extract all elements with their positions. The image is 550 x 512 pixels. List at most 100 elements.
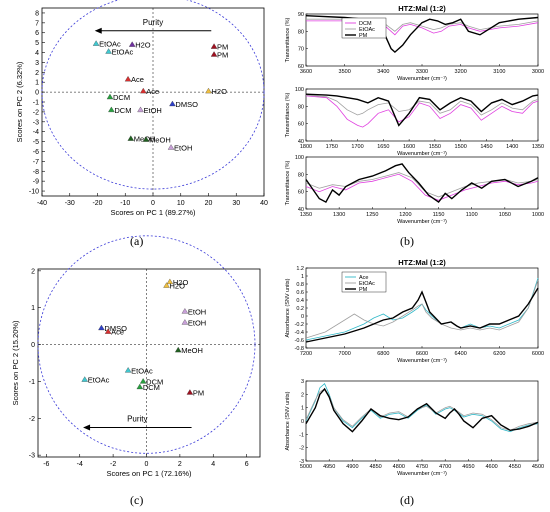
chart-a-point-marker: [169, 100, 176, 107]
chart-d-x-tick-label: 7000: [339, 351, 351, 357]
chart-b-x-axis-label: Wavenumber (cm⁻¹): [397, 151, 447, 157]
chart-b-x-tick-label: 1750: [326, 144, 338, 150]
chart-b-x-tick-label: 1250: [366, 212, 378, 218]
chart-c-point-label: EtOH: [188, 307, 206, 316]
chart-a-x-tick-label: -10: [120, 200, 130, 207]
chart-b-y-tick-label: 70: [298, 47, 304, 53]
chart-d-y-tick-label: 1: [301, 274, 304, 280]
chart-a-point-label: EtOH: [144, 106, 162, 115]
chart-b-x-tick-label: 1550: [429, 144, 441, 150]
chart-c-point-label: MeOH: [181, 346, 203, 355]
chart-d-x-tick-label: 4600: [485, 464, 497, 470]
chart-c-x-tick-label: -4: [77, 461, 83, 468]
chart-d-y-tick-label: -1: [299, 432, 304, 438]
chart-c-plot-frame: [37, 268, 261, 458]
chart-d-y-tick-label: 3: [301, 379, 304, 385]
chart-c-point-label: EtOAc: [88, 376, 110, 385]
chart-b-x-tick-label: 1600: [403, 144, 415, 150]
chart-c-purity-label: Purity: [127, 415, 147, 424]
chart-a-point-marker: [106, 93, 114, 100]
chart-c-y-tick-label: -1: [29, 379, 35, 386]
chart-b-legend-label: EtOAc: [359, 27, 375, 33]
chart-a-point-label: DMSO: [175, 100, 198, 109]
chart-d-y-tick-label: -0.4: [295, 330, 304, 336]
chart-b-y-tick-label: 60: [298, 122, 304, 128]
chart-b-x-tick-label: 3100: [493, 69, 505, 75]
caption-c: (c): [130, 493, 144, 507]
chart-b-x-tick-label: 3500: [339, 69, 351, 75]
chart-d-legend-label: PM: [359, 287, 368, 293]
chart-a-y-tick-label: -5: [33, 139, 39, 146]
chart-c-x-tick-label: 4: [211, 461, 215, 468]
chart-c-point-label: EtOH: [188, 318, 206, 327]
chart-d-x-tick-label: 4800: [393, 464, 405, 470]
chart-a-x-tick-label: 40: [260, 200, 268, 207]
chart-a-point-marker: [124, 75, 132, 82]
chart-a-y-tick-label: 6: [35, 30, 39, 37]
chart-a-x-axis-label: Scores on PC 1 (89.27%): [110, 208, 196, 217]
caption-b: (b): [400, 234, 414, 248]
chart-b-x-tick-label: 1500: [455, 144, 467, 150]
chart-a-x-tick-label: 20: [205, 200, 213, 207]
chart-a-point-label: PM: [217, 43, 228, 52]
chart-d-y-tick-label: 0.6: [296, 290, 304, 296]
chart-c-x-tick-label: -6: [43, 461, 49, 468]
chart-b-legend-label: PM: [359, 33, 368, 39]
chart-b-y-tick-label: 100: [295, 155, 304, 161]
chart-d-y-tick-label: -3: [299, 459, 304, 465]
chart-c-point-marker: [166, 278, 174, 285]
chart-a-purity-arrowhead: [94, 27, 102, 34]
chart-c-point-label: DCM: [143, 383, 160, 392]
chart-d-series-line: [305, 279, 539, 339]
chart-a-y-tick-label: -2: [33, 109, 39, 116]
chart-a-point-label: MeOH: [149, 136, 171, 145]
chart-c-point-marker: [139, 378, 147, 384]
chart-a-x-tick-label: -20: [92, 200, 102, 207]
chart-c-point-label: EtOAc: [131, 366, 153, 375]
chart-b-x-tick-label: 1400: [506, 144, 518, 150]
chart-d-x-tick-label: 4900: [346, 464, 358, 470]
chart-d-x-tick-label: 4500: [532, 464, 544, 470]
chart-a-y-tick-label: 3: [35, 60, 39, 67]
chart-d-series-line: [305, 287, 539, 343]
chart-a-y-tick-label: -8: [33, 169, 39, 176]
chart-d-y-axis-label: Absorbance (SNV units): [285, 391, 291, 450]
chart-a-confidence-ellipse: [41, 0, 265, 190]
chart-a-point-marker: [142, 136, 150, 142]
chart-c-y-tick-label: -2: [29, 416, 35, 423]
chart-c-point-marker: [163, 282, 170, 288]
chart-d-legend-label: EtOAc: [359, 281, 375, 287]
chart-b-x-tick-label: 3600: [300, 69, 312, 75]
chart-b-x-tick-label: 3300: [416, 69, 428, 75]
chart-b-y-axis-label: Transmittance (%): [285, 160, 291, 205]
chart-b-y-tick-label: 40: [298, 207, 304, 213]
chart-d-x-axis-label: Wavenumber (cm⁻¹): [397, 358, 447, 364]
chart-a-point-marker: [128, 41, 136, 47]
chart-a-y-axis-label: Scores on PC 2 (6.32%): [15, 61, 24, 142]
chart-d-x-tick-label: 6000: [532, 351, 544, 357]
chart-a-point-label: PM: [217, 51, 228, 60]
chart-c-y-tick-label: -3: [29, 453, 35, 460]
chart-b-x-tick-label: 1300: [333, 212, 345, 218]
chart-a-point-marker: [108, 106, 115, 113]
chart-d-title: HTZ:Mal (1:2): [398, 258, 446, 267]
chart-a-x-tick-label: 10: [177, 200, 185, 207]
chart-d-x-tick-label: 4950: [323, 464, 335, 470]
chart-c-point-marker: [174, 346, 182, 353]
chart-c-point-marker: [136, 383, 144, 390]
chart-b-x-tick-label: 1350: [532, 144, 544, 150]
chart-b-x-tick-label: 1000: [532, 212, 544, 218]
chart-c-point-label: H2O: [170, 282, 186, 291]
chart-c-x-axis-label: Scores on PC 1 (72.16%): [106, 469, 192, 478]
chart-b-x-tick-label: 3200: [455, 69, 467, 75]
chart-b-y-tick-label: 100: [295, 87, 304, 93]
chart-d-series-line: [305, 277, 539, 341]
chart-d-y-tick-label: -0.2: [295, 322, 304, 328]
caption-a: (a): [130, 234, 144, 248]
chart-b-y-tick-label: 80: [298, 104, 304, 110]
chart-d-y-tick-label: -0.8: [295, 346, 304, 352]
chart-b-y-axis-label: Transmittance (%): [285, 92, 291, 137]
chart-a-point-marker: [205, 87, 212, 94]
chart-a-y-tick-label: -6: [33, 149, 39, 156]
chart-a-point-marker: [137, 106, 144, 113]
